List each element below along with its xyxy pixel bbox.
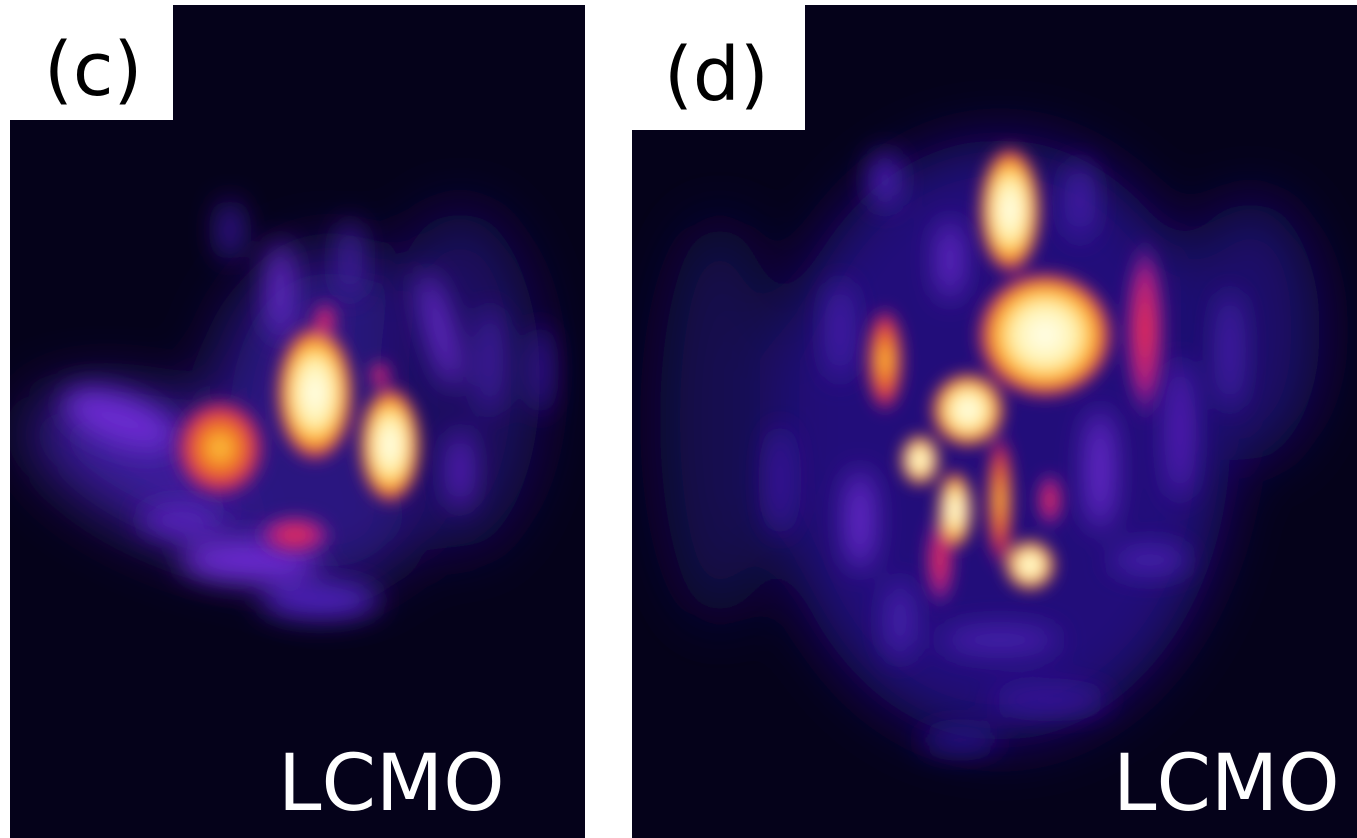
panel-caption: LCMO bbox=[1113, 739, 1340, 829]
panel-label: (d) bbox=[664, 32, 769, 118]
speckles bbox=[62, 200, 550, 618]
speckles bbox=[768, 152, 1242, 752]
panel-label: (c) bbox=[44, 27, 142, 113]
bright-spots bbox=[865, 145, 1167, 610]
label-box bbox=[10, 5, 173, 120]
panel-c: (c) LCMO bbox=[10, 5, 585, 838]
bright-spots bbox=[172, 300, 422, 557]
label-box bbox=[632, 5, 805, 130]
panel-d: (d) LCMO bbox=[632, 5, 1357, 838]
panel-caption: LCMO bbox=[278, 739, 505, 829]
